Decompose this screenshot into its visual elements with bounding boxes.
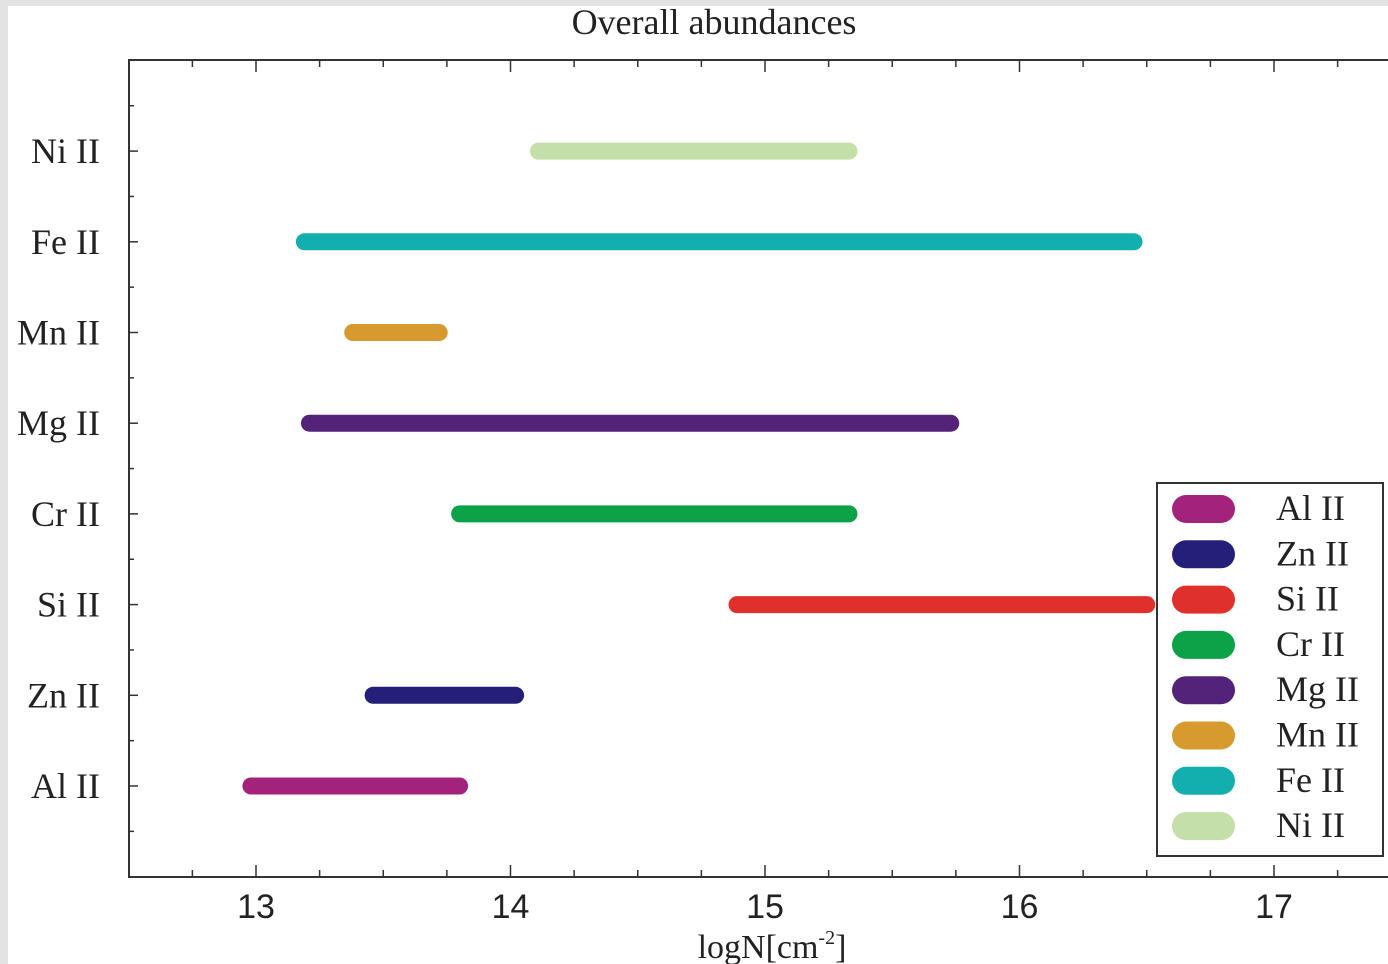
y-category-label: Al II (31, 766, 100, 806)
legend-label: Mg II (1276, 669, 1359, 709)
x-axis-label: logN[cm-2] (698, 927, 847, 964)
y-category-label: Cr II (31, 494, 100, 534)
y-category-label: Mg II (17, 403, 100, 443)
tick-marks (129, 60, 1339, 877)
x-tick-labels: 13 14 15 16 17 (237, 888, 1293, 926)
left-border (0, 0, 8, 964)
x-tick-label: 17 (1255, 888, 1293, 926)
legend-label: Ni II (1276, 805, 1345, 845)
legend-items: Al II Zn II Si II Cr II Mg II Mn II Fe II Ni II (1172, 488, 1359, 845)
legend-label: Al II (1276, 488, 1345, 528)
y-category-label: Zn II (27, 675, 100, 715)
top-border (0, 0, 1388, 6)
legend-label: Cr II (1276, 624, 1345, 664)
x-tick-label: 16 (1001, 888, 1039, 926)
legend-label: Si II (1276, 579, 1339, 619)
chart-title: Overall abundances (572, 2, 857, 42)
x-tick-label: 13 (237, 888, 275, 926)
x-tick-label: 14 (492, 888, 530, 926)
y-category-labels: Al II Zn II Si II Cr II Mg II Mn II Fe II Ni II (17, 131, 100, 806)
legend-label: Mn II (1276, 715, 1359, 755)
legend: Al II Zn II Si II Cr II Mg II Mn II Fe II Ni II (1156, 482, 1384, 857)
y-category-label: Si II (37, 585, 100, 625)
y-category-label: Ni II (31, 131, 100, 171)
x-axis-label-main: logN[cm (698, 929, 819, 964)
x-tick-label: 15 (746, 888, 784, 926)
legend-label: Fe II (1276, 760, 1345, 800)
y-category-label: Fe II (31, 222, 100, 262)
x-axis-label-end: ] (835, 929, 846, 964)
x-axis-label-superscript: -2 (818, 927, 835, 949)
range-bars (242, 142, 1156, 795)
y-category-label: Mn II (17, 313, 100, 353)
legend-label: Zn II (1276, 533, 1349, 573)
